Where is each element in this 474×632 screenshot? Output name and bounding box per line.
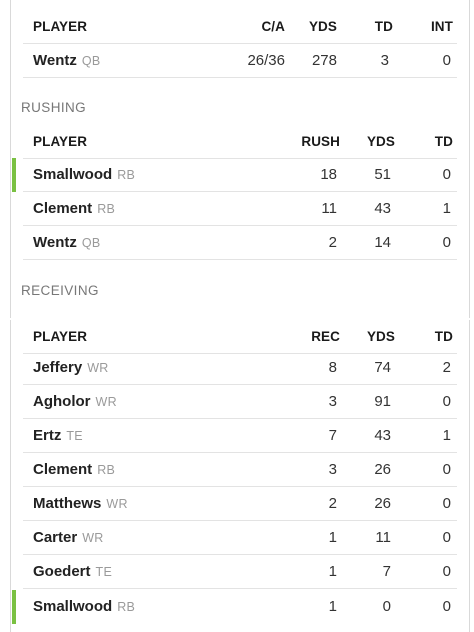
receiving-header-row: PLAYER REC YDS TD xyxy=(23,320,457,354)
player-name[interactable]: Clement RB xyxy=(33,461,116,478)
stat-rec: 3 xyxy=(328,393,337,410)
receiving-header-player: PLAYER xyxy=(33,329,88,344)
stat-td: 0 xyxy=(442,393,451,410)
passing-header-int: INT xyxy=(430,19,453,34)
stat-rec: 2 xyxy=(328,495,337,512)
stat-td: 1 xyxy=(442,427,451,444)
rushing-header-player: PLAYER xyxy=(33,134,88,149)
stat-yds: 11 xyxy=(375,529,391,546)
rushing-header-td: TD xyxy=(434,134,453,149)
passing-header-row: PLAYER C/A YDS TD INT xyxy=(23,10,457,44)
player-position: RB xyxy=(97,463,116,477)
passing-header-yds: YDS xyxy=(308,19,337,34)
stat-td: 0 xyxy=(442,234,451,251)
stat-ca: 26/36 xyxy=(247,52,285,69)
stat-td: 0 xyxy=(442,461,451,478)
stat-rec: 3 xyxy=(328,461,337,478)
receiving-panel: PLAYER REC YDS TD Jeffery WR 8 74 2 Aghol… xyxy=(10,320,470,632)
player-position: WR xyxy=(106,497,128,511)
player-name[interactable]: Smallwood RB xyxy=(33,166,136,183)
stat-td: 0 xyxy=(442,563,451,580)
stat-rush: 2 xyxy=(328,234,337,251)
stat-yds: 26 xyxy=(374,495,391,512)
player-name[interactable]: Ertz TE xyxy=(33,427,83,444)
table-row[interactable]: Wentz QB 26/36 278 3 0 xyxy=(23,44,457,78)
player-position: WR xyxy=(95,395,117,409)
player-name[interactable]: Smallwood RB xyxy=(33,598,136,615)
passing-header-ca: C/A xyxy=(261,19,285,34)
stat-td: 2 xyxy=(442,359,451,376)
stat-int: 0 xyxy=(442,52,451,69)
player-name[interactable]: Wentz QB xyxy=(33,234,101,251)
stat-rec: 8 xyxy=(328,359,337,376)
stat-yds: 26 xyxy=(374,461,391,478)
stat-td: 3 xyxy=(380,52,389,69)
stat-rush: 18 xyxy=(320,166,337,183)
stat-yds: 0 xyxy=(382,598,391,615)
player-position: RB xyxy=(117,600,136,614)
table-row[interactable]: Clement RB 11 43 1 xyxy=(23,192,457,226)
stat-yds: 43 xyxy=(374,200,391,217)
panel-separator xyxy=(0,318,474,320)
table-row[interactable]: Matthews WR 2 26 0 xyxy=(23,487,457,521)
player-position: RB xyxy=(117,168,136,182)
receiving-header-rec: REC xyxy=(311,329,340,344)
player-position: TE xyxy=(66,429,83,443)
table-row[interactable]: Agholor WR 3 91 0 xyxy=(23,385,457,419)
rushing-header-rush: RUSH xyxy=(301,134,340,149)
passing-rushing-panel: PLAYER C/A YDS TD INT Wentz QB 26/36 278 … xyxy=(10,0,470,318)
stat-rec: 1 xyxy=(328,563,337,580)
table-row[interactable]: Clement RB 3 26 0 xyxy=(23,453,457,487)
highlight-bar xyxy=(12,590,16,624)
stat-td: 0 xyxy=(442,166,451,183)
stat-yds: 43 xyxy=(374,427,391,444)
player-name[interactable]: Agholor WR xyxy=(33,393,117,410)
stat-yds: 278 xyxy=(311,52,337,69)
stat-td: 0 xyxy=(442,529,451,546)
player-position: WR xyxy=(87,361,109,375)
receiving-header-yds: YDS xyxy=(366,329,395,344)
player-name[interactable]: Clement RB xyxy=(33,200,116,217)
player-position: QB xyxy=(81,54,101,68)
passing-header-player: PLAYER xyxy=(33,19,88,34)
table-row[interactable]: Ertz TE 7 43 1 xyxy=(23,419,457,453)
table-row[interactable]: Smallwood RB 1 0 0 xyxy=(12,590,457,624)
player-name[interactable]: Wentz QB xyxy=(33,52,101,69)
rushing-header-yds: YDS xyxy=(366,134,395,149)
rushing-section-label: RUSHING xyxy=(21,100,87,115)
stat-yds: 74 xyxy=(374,359,391,376)
table-row[interactable]: Carter WR 1 11 0 xyxy=(23,521,457,555)
player-position: WR xyxy=(82,531,104,545)
player-name[interactable]: Goedert TE xyxy=(33,563,113,580)
stat-td: 0 xyxy=(442,495,451,512)
rushing-header-row: PLAYER RUSH YDS TD xyxy=(23,125,457,159)
player-name[interactable]: Jeffery WR xyxy=(33,359,109,376)
stat-rec: 7 xyxy=(328,427,337,444)
stat-yds: 7 xyxy=(382,563,391,580)
stat-td: 0 xyxy=(442,598,451,615)
receiving-header-td: TD xyxy=(434,329,453,344)
player-name[interactable]: Matthews WR xyxy=(33,495,128,512)
passing-header-td: TD xyxy=(374,19,393,34)
stat-rec: 1 xyxy=(328,529,337,546)
player-position: QB xyxy=(81,236,101,250)
player-position: RB xyxy=(97,202,116,216)
receiving-section-label: RECEIVING xyxy=(21,283,99,298)
table-row[interactable]: Goedert TE 1 7 0 xyxy=(23,555,457,589)
stat-rec: 1 xyxy=(328,598,337,615)
table-row[interactable]: Wentz QB 2 14 0 xyxy=(23,226,457,260)
table-row[interactable]: Jeffery WR 8 74 2 xyxy=(23,351,457,385)
stat-rush: 11 xyxy=(321,200,337,217)
stat-yds: 91 xyxy=(374,393,391,410)
stat-yds: 51 xyxy=(374,166,391,183)
stat-yds: 14 xyxy=(374,234,391,251)
stat-td: 1 xyxy=(442,200,451,217)
player-position: TE xyxy=(95,565,113,579)
table-row[interactable]: Smallwood RB 18 51 0 xyxy=(12,158,457,192)
highlight-bar xyxy=(12,158,16,192)
player-name[interactable]: Carter WR xyxy=(33,529,104,546)
